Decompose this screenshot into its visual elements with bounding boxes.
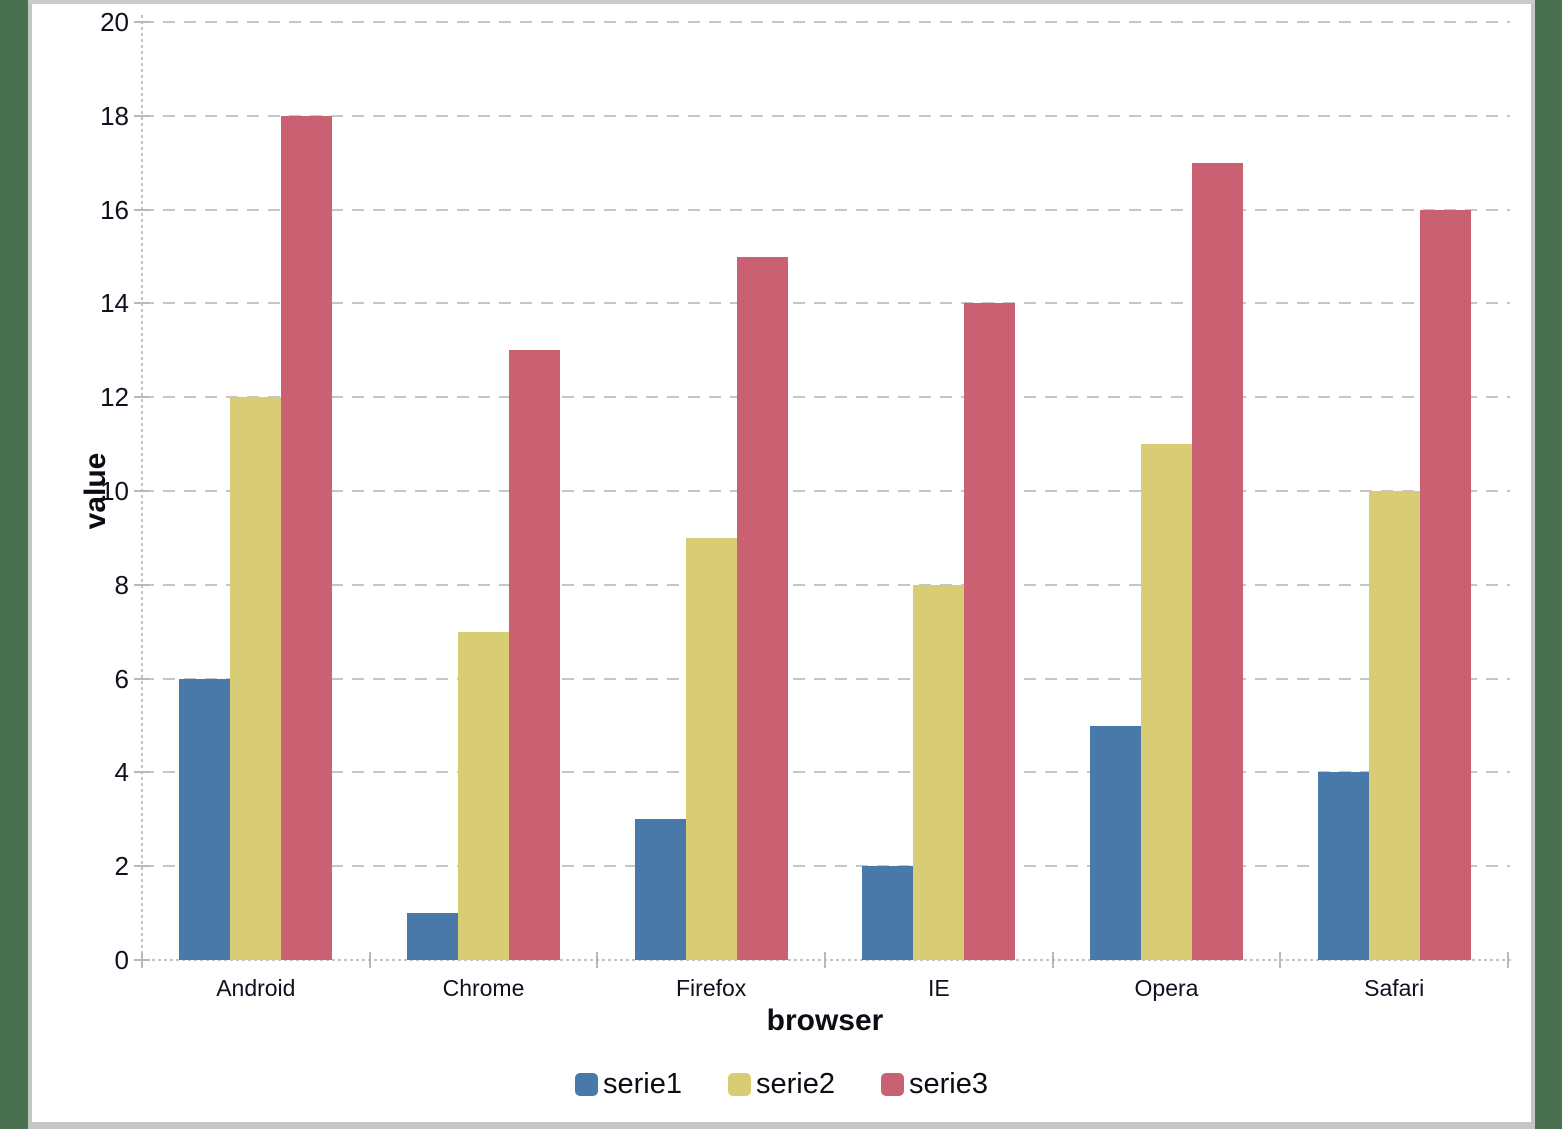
y-tick-label-10: 10 <box>100 476 129 506</box>
y-axis-tick-8 <box>134 583 150 586</box>
bar-serie1-Chrome <box>407 913 458 960</box>
x-axis-tick-1 <box>368 952 371 968</box>
legend-label-serie3: serie3 <box>909 1068 988 1100</box>
gridline-y6 <box>142 677 1510 680</box>
legend-item-serie1: serie1 <box>575 1068 682 1100</box>
y-axis-tick-10 <box>134 490 150 492</box>
bar-serie2-IE <box>913 584 965 960</box>
y-tick-label-0: 0 <box>114 945 129 975</box>
plot-area <box>140 15 1512 968</box>
gridline-y12 <box>142 396 1510 399</box>
chart-panel: value browser serie1 serie2 serie3 0 2 4 6 8 10… <box>28 0 1535 1129</box>
y-axis-tick-20 <box>134 21 150 23</box>
bar-serie3-Opera <box>1192 162 1243 960</box>
y-tick-label-2: 2 <box>114 851 129 882</box>
x-axis-tick-5 <box>1279 952 1282 968</box>
y-axis-tick-2 <box>134 865 150 868</box>
x-category-label-android: Android <box>216 975 296 1001</box>
x-category-label-ie: IE <box>927 975 950 1001</box>
x-category-label-opera: Opera <box>1134 975 1199 1001</box>
legend-item-serie2: serie2 <box>728 1068 835 1100</box>
legend-item-serie3: serie3 <box>881 1068 988 1100</box>
gridline-y8 <box>142 583 1510 586</box>
bar-serie3-Android <box>281 115 333 960</box>
bar-serie3-IE <box>964 303 1016 960</box>
y-tick-label-12: 12 <box>100 382 129 413</box>
bar-serie1-Android <box>179 678 231 960</box>
y-tick-label-14: 14 <box>100 288 129 319</box>
gridline-y10 <box>142 490 1510 492</box>
bar-serie1-Opera <box>1090 725 1141 960</box>
bar-serie1-Safari <box>1317 772 1369 960</box>
gridline-y4 <box>142 771 1510 774</box>
y-axis-tick-16 <box>134 208 150 211</box>
bar-chart: value browser serie1 serie2 serie3 0 2 4 6 8 10… <box>32 4 1531 1122</box>
bar-serie3-Safari <box>1419 209 1471 960</box>
y-tick-label-20: 20 <box>100 7 129 37</box>
y-tick-label-18: 18 <box>100 100 129 131</box>
legend-swatch-serie1 <box>575 1072 598 1096</box>
bar-serie2-Opera <box>1141 444 1192 960</box>
legend-swatch-serie2 <box>728 1072 751 1096</box>
y-tick-label-4: 4 <box>114 757 129 788</box>
bar-serie2-Firefox <box>685 537 737 960</box>
legend-label-serie2: serie2 <box>756 1068 835 1100</box>
y-axis-tick-14 <box>134 302 150 305</box>
y-tick-label-6: 6 <box>114 663 129 694</box>
chart-legend: serie1 serie2 serie3 <box>32 1066 1531 1102</box>
bar-serie3-Firefox <box>736 256 788 960</box>
gridline-y16 <box>142 208 1510 211</box>
bar-serie3-Chrome <box>509 350 560 960</box>
gridline-y2 <box>142 865 1510 868</box>
x-category-label-safari: Safari <box>1364 975 1425 1001</box>
x-axis-tick-6 <box>1507 952 1509 968</box>
legend-label-serie1: serie1 <box>603 1068 682 1100</box>
y-axis-tick-4 <box>134 771 150 774</box>
bar-serie1-Firefox <box>634 819 686 960</box>
gridline-y20 <box>142 21 1510 23</box>
bar-serie1-IE <box>862 866 914 960</box>
x-axis-tick-3 <box>824 952 826 968</box>
x-axis-tick-2 <box>596 952 599 968</box>
y-axis-tick-12 <box>134 396 150 399</box>
gridline-y14 <box>142 302 1510 305</box>
x-axis-line <box>140 959 1512 961</box>
y-axis-tick-6 <box>134 677 150 680</box>
x-category-label-firefox: Firefox <box>676 975 747 1001</box>
y-axis-line <box>141 15 143 962</box>
bar-serie2-Chrome <box>458 631 509 960</box>
gridline-y18 <box>142 114 1510 117</box>
bar-serie2-Safari <box>1368 491 1420 960</box>
y-axis-tick-0 <box>134 959 150 961</box>
x-axis-title: browser <box>766 1004 884 1037</box>
bar-serie2-Android <box>230 397 282 960</box>
x-axis-tick-4 <box>1051 952 1054 968</box>
x-category-label-chrome: Chrome <box>442 975 525 1001</box>
y-tick-label-8: 8 <box>114 569 129 600</box>
y-tick-label-16: 16 <box>100 194 129 225</box>
y-axis-tick-18 <box>134 114 150 117</box>
legend-swatch-serie3 <box>881 1072 904 1096</box>
